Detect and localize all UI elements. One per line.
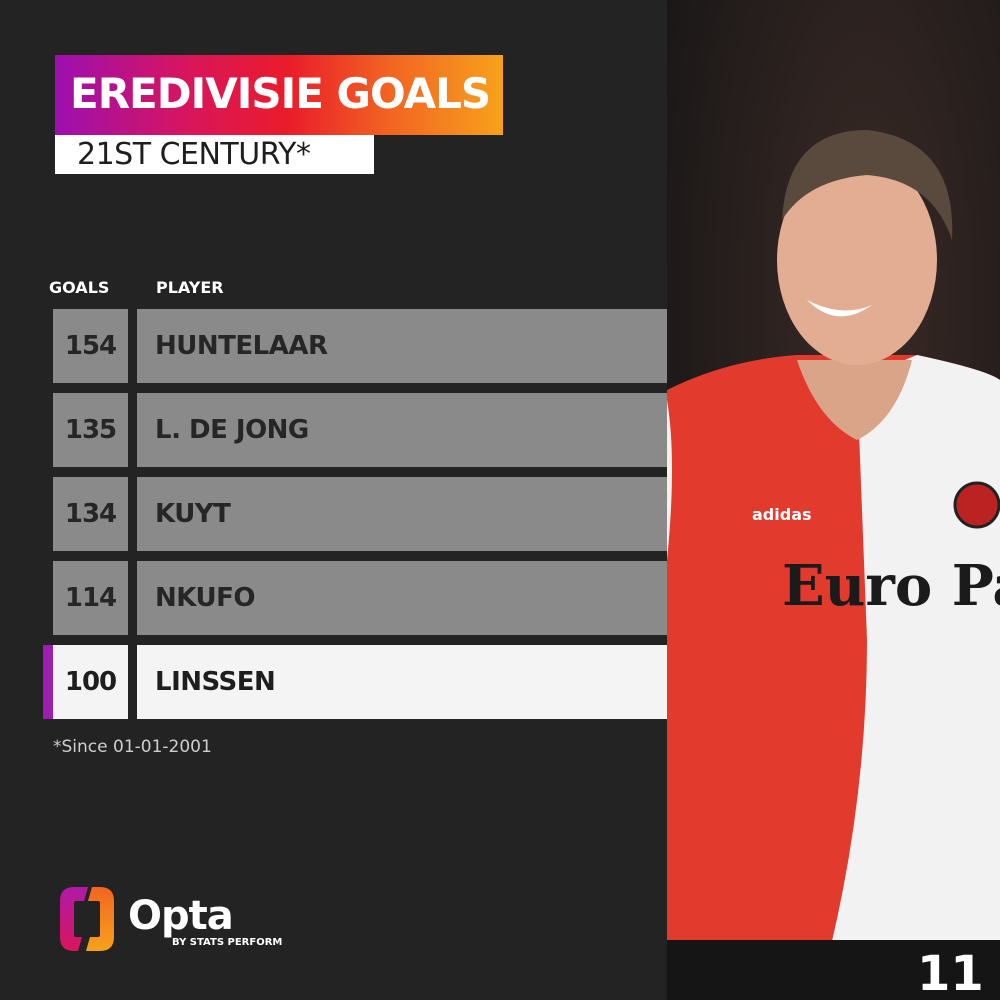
goals-cell: 134: [53, 477, 128, 551]
goals-cell: 100: [53, 645, 128, 719]
chart-title: EREDIVISIE GOALS: [70, 69, 491, 118]
opta-logo-icon: [60, 887, 114, 951]
table-row: 154 HUNTELAAR: [53, 309, 667, 383]
table-row: 100 LINSSEN: [43, 645, 667, 719]
title-banner: EREDIVISIE GOALS: [55, 55, 503, 135]
column-header-player: PLAYER: [156, 278, 224, 297]
player-cell: LINSSEN: [137, 645, 667, 719]
shirt-sponsor: Euro Parcs: [782, 553, 1000, 619]
subtitle-banner: 21ST CENTURY*: [55, 135, 374, 174]
table-row: 135 L. DE JONG: [53, 393, 667, 467]
column-header-goals: GOALS: [49, 278, 110, 297]
chart-subtitle: 21ST CENTURY*: [77, 137, 311, 172]
player-cell: NKUFO: [137, 561, 667, 635]
player-cell: HUNTELAAR: [137, 309, 667, 383]
shirt-number: 11: [917, 946, 984, 1000]
opta-wordmark: Opta: [128, 893, 234, 939]
table-row: 114 NKUFO: [53, 561, 667, 635]
player-cell: L. DE JONG: [137, 393, 667, 467]
player-photo: adidas Euro Parcs 11: [667, 0, 1000, 1000]
table-row: 134 KUYT: [53, 477, 667, 551]
opta-tagline: BY STATS PERFORM: [172, 937, 283, 948]
goals-cell: 114: [53, 561, 128, 635]
goals-cell: 135: [53, 393, 128, 467]
player-cell: KUYT: [137, 477, 667, 551]
footnote: *Since 01-01-2001: [53, 737, 212, 757]
highlight-bar: [43, 645, 53, 719]
kit-brand: adidas: [752, 505, 812, 524]
goals-cell: 154: [53, 309, 128, 383]
club-crest-icon: [953, 481, 1000, 529]
